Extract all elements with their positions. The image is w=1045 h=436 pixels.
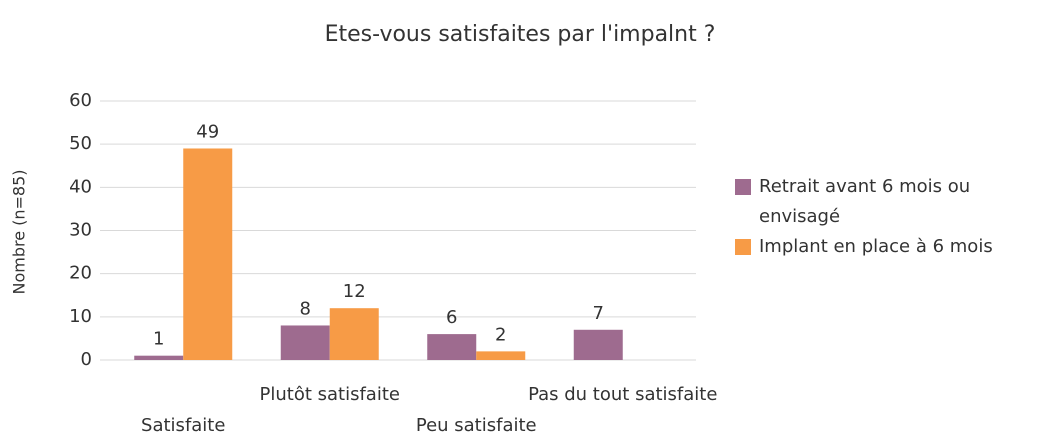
legend-label: Implant en place à 6 mois: [759, 236, 993, 257]
bar: [427, 334, 477, 360]
y-tick-label: 20: [69, 263, 92, 284]
bar: [280, 325, 330, 360]
y-tick-label: 10: [69, 306, 92, 327]
data-label: 2: [495, 324, 506, 345]
data-label: 7: [593, 303, 604, 324]
data-label: 49: [196, 121, 219, 142]
y-tick-label: 50: [69, 133, 92, 154]
data-label: 6: [446, 307, 457, 328]
legend-swatch: [735, 179, 751, 195]
x-tick-label: Satisfaite: [141, 415, 225, 436]
y-axis-label: Nombre (n=85): [10, 169, 29, 294]
chart-title: Etes-vous satisfaites par l'impalnt ?: [325, 22, 716, 47]
data-label: 1: [153, 329, 164, 350]
y-tick-label: 40: [69, 176, 92, 197]
x-tick-label: Pas du tout satisfaite: [528, 384, 717, 405]
y-tick-label: 30: [69, 220, 92, 241]
y-tick-label: 0: [81, 349, 92, 370]
legend-label: Retrait avant 6 mois ou envisagé: [759, 176, 971, 227]
bar: [183, 148, 233, 360]
y-tick-label: 60: [69, 90, 92, 111]
data-label: 12: [343, 281, 366, 302]
bar: [329, 308, 379, 360]
bar: [134, 355, 184, 360]
x-tick-label: Plutôt satisfaite: [260, 384, 400, 405]
legend-swatch: [735, 239, 751, 255]
x-tick-label: Peu satisfaite: [416, 415, 537, 436]
bar: [573, 329, 623, 360]
legend-item: Implant en place à 6 mois: [735, 232, 1035, 262]
data-label: 8: [300, 298, 311, 319]
bar: [476, 351, 526, 360]
legend-item: Retrait avant 6 mois ou envisagé: [735, 172, 1035, 232]
